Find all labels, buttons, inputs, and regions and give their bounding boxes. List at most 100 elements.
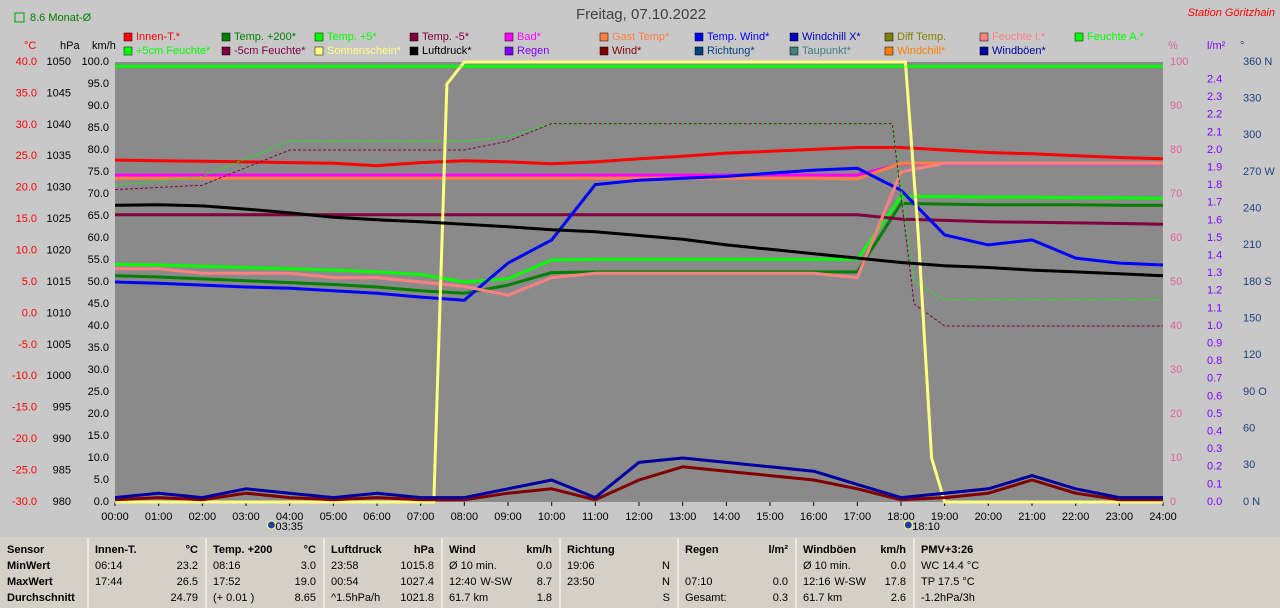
table-unit: l/m² bbox=[768, 544, 788, 556]
table-unit: hPa bbox=[414, 544, 435, 556]
y-tick-label: 30 bbox=[1243, 459, 1255, 471]
table-cell: 1021.8 bbox=[400, 592, 434, 604]
table-cell: N bbox=[662, 576, 670, 588]
legend-label: Temp. -5* bbox=[422, 31, 470, 43]
y-tick-label: 0.0 bbox=[1207, 496, 1222, 508]
table-header: Windböen bbox=[803, 544, 856, 556]
table-cell: 08:16 bbox=[213, 560, 241, 572]
table-header: Richtung bbox=[567, 544, 615, 556]
table-cell: TP 17.5 °C bbox=[921, 576, 975, 588]
y-tick-label: 90.0 bbox=[88, 100, 109, 112]
y-tick-label: -25.0 bbox=[12, 464, 37, 476]
x-tick-label: 08:00 bbox=[451, 511, 479, 523]
table-cell: 06:14 bbox=[95, 560, 123, 572]
y-tick-label: -30.0 bbox=[12, 496, 37, 508]
legend-label: Regen bbox=[517, 45, 549, 57]
series-line bbox=[114, 465, 1163, 502]
legend-swatch bbox=[979, 46, 989, 56]
y-tick-label: 0.9 bbox=[1207, 338, 1222, 350]
y-tick-label: 95.0 bbox=[88, 78, 109, 90]
legend-label: Bad* bbox=[517, 31, 542, 43]
x-tick-label: 24:00 bbox=[1149, 511, 1177, 523]
table-cell: Gesamt: bbox=[685, 592, 727, 604]
table-row-label: Durchschnitt bbox=[7, 592, 75, 604]
table-cell: 0.0 bbox=[891, 560, 906, 572]
y-tick-label: 1015 bbox=[47, 276, 71, 288]
y-tick-label: 0.1 bbox=[1207, 478, 1222, 490]
y-tick-label: 0 N bbox=[1243, 496, 1260, 508]
axis-unit: ° bbox=[1240, 40, 1244, 52]
y-tick-label: 50 bbox=[1170, 276, 1182, 288]
y-tick-label: 1.3 bbox=[1207, 267, 1222, 279]
table-cell: S bbox=[663, 592, 670, 604]
table-background bbox=[0, 537, 1280, 608]
table-cell: 17:44 bbox=[95, 576, 123, 588]
legend-label: -5cm Feuchte* bbox=[234, 45, 306, 57]
y-tick-label: 1.8 bbox=[1207, 179, 1222, 191]
table-cell: 8.65 bbox=[295, 592, 316, 604]
y-tick-label: 60 bbox=[1170, 232, 1182, 244]
legend-swatch bbox=[123, 46, 133, 56]
y-tick-label: 85.0 bbox=[88, 122, 109, 134]
y-tick-label: 0.4 bbox=[1207, 426, 1222, 438]
table-cell: (+ 0.01 ) bbox=[213, 592, 254, 604]
table-unit: °C bbox=[186, 544, 198, 556]
y-tick-label: 10 bbox=[1170, 452, 1182, 464]
table-unit: km/h bbox=[880, 544, 906, 556]
table-header: Luftdruck bbox=[331, 544, 383, 556]
y-tick-label: 1.1 bbox=[1207, 302, 1222, 314]
x-tick-label: 09:00 bbox=[494, 511, 522, 523]
y-tick-label: -5.0 bbox=[18, 339, 37, 351]
legend-label: Innen-T.* bbox=[136, 31, 181, 43]
legend-label: Feuchte I.* bbox=[992, 31, 1046, 43]
y-tick-label: 60 bbox=[1243, 423, 1255, 435]
legend-swatch bbox=[599, 46, 609, 56]
legend-label: Temp. Wind* bbox=[707, 31, 770, 43]
y-tick-label: 0.6 bbox=[1207, 390, 1222, 402]
y-tick-label: 240 bbox=[1243, 203, 1261, 215]
y-tick-label: 80.0 bbox=[88, 144, 109, 156]
y-tick-label: 90 bbox=[1170, 100, 1182, 112]
table-cell: W-SW bbox=[834, 576, 866, 588]
y-tick-label: 15.0 bbox=[88, 430, 109, 442]
table-row-label: MinWert bbox=[7, 560, 51, 572]
legend-swatch bbox=[1074, 32, 1084, 42]
y-tick-label: 25.0 bbox=[88, 386, 109, 398]
y-tick-label: 100.0 bbox=[81, 56, 109, 68]
series-line bbox=[115, 213, 1164, 226]
series-line bbox=[114, 123, 1163, 301]
y-tick-label: 360 N bbox=[1243, 56, 1272, 68]
y-tick-label: 990 bbox=[53, 433, 71, 445]
table-cell: 23:50 bbox=[567, 576, 595, 588]
legend-label: Sonnenschein* bbox=[327, 45, 402, 57]
chart-title: Freitag, 07.10.2022 bbox=[576, 6, 706, 23]
table-unit: km/h bbox=[526, 544, 552, 556]
legend-label: Temp. +200* bbox=[234, 31, 297, 43]
table-cell: 24.79 bbox=[170, 592, 198, 604]
legend-swatch bbox=[504, 46, 514, 56]
x-tick-label: 05:00 bbox=[320, 511, 348, 523]
legend-swatch bbox=[504, 32, 514, 42]
y-tick-label: 150 bbox=[1243, 313, 1261, 325]
y-tick-label: 75.0 bbox=[88, 166, 109, 178]
table-cell: 3.0 bbox=[301, 560, 316, 572]
legend-label: Feuchte A.* bbox=[1087, 31, 1145, 43]
legend-swatch bbox=[789, 32, 799, 42]
y-tick-label: 45.0 bbox=[88, 298, 109, 310]
x-tick-label: 17:00 bbox=[844, 511, 872, 523]
legend-label: Windchill X* bbox=[802, 31, 861, 43]
y-tick-label: 1040 bbox=[47, 119, 71, 131]
legend-label: Luftdruck* bbox=[422, 45, 472, 57]
y-tick-label: 55.0 bbox=[88, 254, 109, 266]
table-cell: 0.3 bbox=[773, 592, 788, 604]
y-tick-label: 980 bbox=[53, 496, 71, 508]
y-tick-label: 0.0 bbox=[94, 496, 109, 508]
table-header: Temp. +200 bbox=[213, 544, 272, 556]
y-tick-label: 40.0 bbox=[88, 320, 109, 332]
y-tick-label: 1005 bbox=[47, 339, 71, 351]
table-cell: 23:58 bbox=[331, 560, 359, 572]
table-cell: Ø 10 min. bbox=[449, 560, 497, 572]
y-tick-label: 1000 bbox=[47, 370, 71, 382]
legend-swatch bbox=[221, 46, 231, 56]
